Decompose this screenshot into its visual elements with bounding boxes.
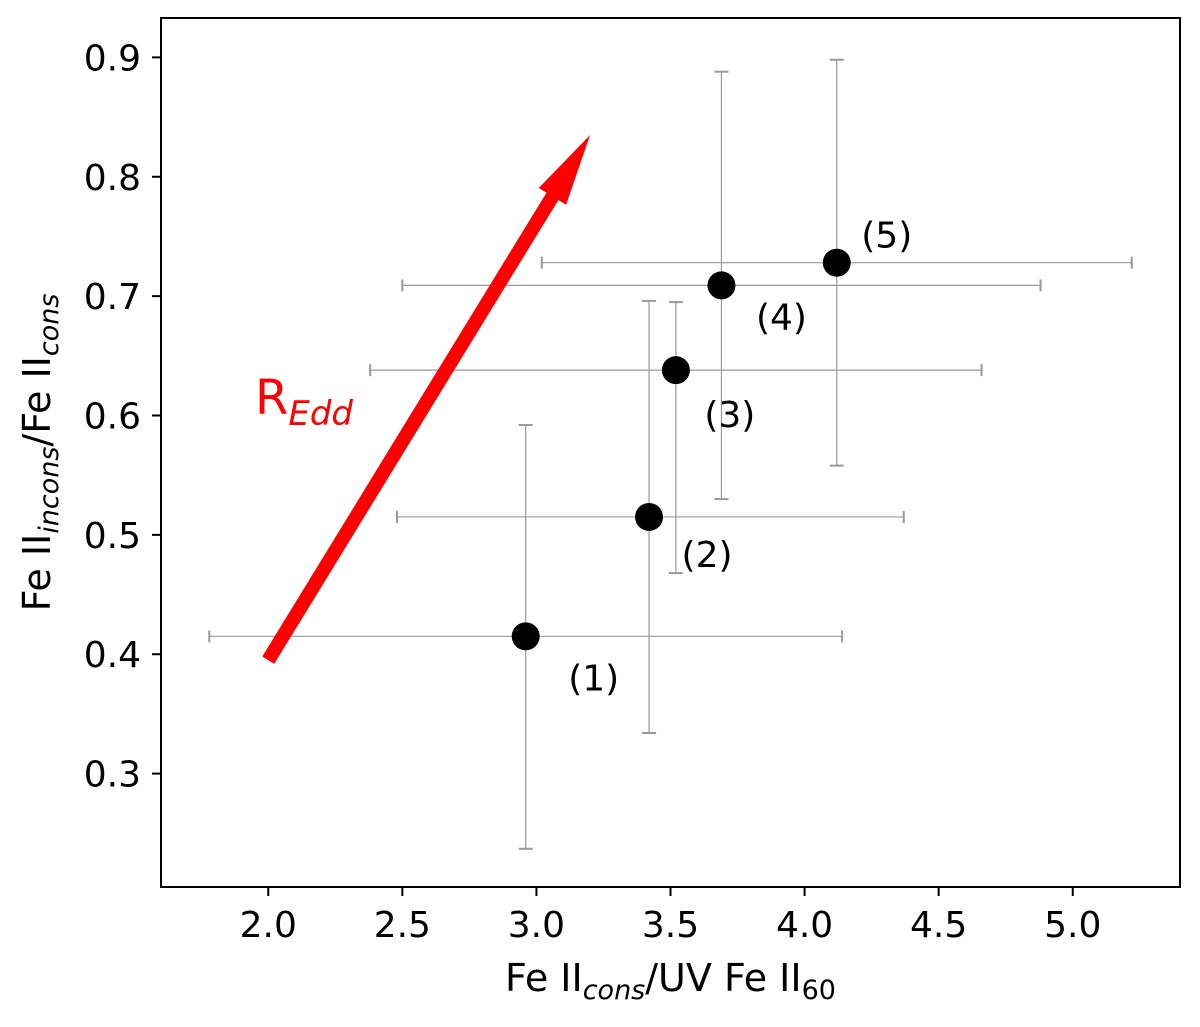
data-point (511, 622, 540, 651)
point-label: (2) (682, 535, 733, 576)
x-tick-label: 2.0 (240, 905, 297, 946)
x-axis-label: Fe IIcons/UV Fe II60 (505, 956, 836, 1006)
point-label: (3) (704, 395, 755, 436)
data-point (707, 271, 736, 300)
x-tick-label: 3.0 (508, 905, 565, 946)
data-point (822, 248, 851, 277)
arrow-shape (262, 135, 591, 664)
point-label: (4) (756, 297, 807, 338)
redd-arrow (262, 135, 591, 664)
y-tick-label: 0.8 (84, 158, 141, 199)
y-tick-label: 0.4 (84, 635, 141, 676)
error-bars (208, 58, 1133, 850)
x-tick-label: 4.0 (776, 905, 833, 946)
redd-annotation-label: REdd (255, 370, 353, 434)
point-labels: (1) (2) (3) (4) (5) (568, 216, 912, 700)
data-point (635, 502, 664, 531)
x-tick-label: 2.5 (374, 905, 431, 946)
y-axis-label: Fe IIincons/Fe IIcons (15, 294, 65, 612)
point-label: (1) (568, 658, 619, 699)
x-tick-label: 4.5 (910, 905, 967, 946)
y-tick-label: 0.7 (84, 277, 141, 318)
y-tick-label: 0.9 (84, 38, 141, 79)
y-tick-label: 0.5 (84, 516, 141, 557)
x-axis-ticks: 2.0 2.5 3.0 3.5 4.0 4.5 5.0 (240, 887, 1101, 946)
y-axis-ticks: 0.3 0.4 0.5 0.6 0.7 0.8 0.9 (84, 38, 161, 796)
data-point (661, 356, 690, 385)
plot-frame (160, 17, 1181, 888)
data-points (511, 248, 851, 651)
y-tick-label: 0.3 (84, 755, 141, 796)
x-tick-label: 3.5 (642, 905, 699, 946)
x-tick-label: 5.0 (1044, 905, 1101, 946)
point-label: (5) (861, 216, 912, 257)
y-tick-label: 0.6 (84, 396, 141, 437)
